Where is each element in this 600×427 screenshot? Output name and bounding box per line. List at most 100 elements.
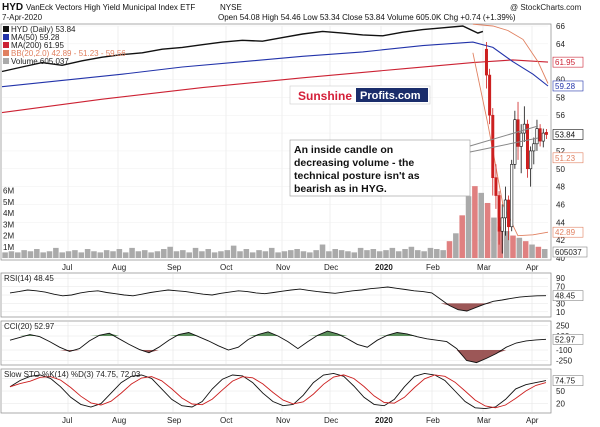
volume-bar: [53, 247, 59, 258]
price-right-label: 42.89: [555, 228, 576, 237]
volume-bar: [446, 241, 453, 258]
annotation-text: An inside candle on decreasing volume - …: [294, 144, 423, 195]
volume-bar: [421, 251, 427, 258]
rsi-y-tick: 30: [556, 299, 565, 308]
bb-upper-line: [472, 23, 549, 84]
axis-labels: JulJulAugAugSepSepOctOctNovNovDecDec2020…: [3, 22, 588, 425]
volume-bar: [275, 252, 281, 258]
x-tick-label-top: Sep: [167, 263, 182, 272]
volume-bar: [224, 250, 231, 258]
price-y-tick: 48: [556, 183, 565, 192]
legend-ma50: MA(50) 59.28: [11, 33, 60, 42]
volume-bar: [294, 249, 300, 258]
candle-body: [510, 164, 514, 228]
x-tick-label-bottom: Sep: [167, 416, 182, 425]
volume-bar: [516, 237, 523, 258]
volume-bar: [122, 252, 129, 258]
cci-current-label: 52.97: [555, 335, 576, 344]
candle-body: [488, 74, 492, 116]
volume-bar: [338, 250, 345, 258]
volume-bar: [319, 244, 326, 258]
rsi-line: [9, 286, 547, 312]
volume-y-tick: 1M: [3, 243, 14, 252]
volume-bar: [148, 252, 154, 258]
volume-bar: [510, 235, 516, 258]
cci-line: [9, 330, 547, 364]
volume-bar: [180, 250, 186, 258]
sto-y-tick: 50: [556, 387, 565, 396]
volume-bar: [370, 249, 377, 258]
volume-bar: [91, 251, 97, 258]
volume-bar: [307, 252, 313, 258]
volume-bar: [268, 247, 275, 258]
x-tick-label-bottom: Jul: [62, 416, 72, 425]
volume-right-label: 605037: [555, 248, 582, 257]
sto-title: Slow STO %K(14) %D(3) 74.75, 72.03: [4, 370, 141, 379]
volume-bar: [230, 245, 237, 258]
legend-swatch-bb: [3, 50, 9, 56]
x-tick-label-bottom: Oct: [220, 416, 233, 425]
price-y-tick: 52: [556, 147, 565, 156]
volume-bar: [503, 231, 510, 258]
volume-bar: [345, 251, 351, 258]
volume-y-tick: 6M: [3, 187, 14, 196]
rsi-title: RSI(14) 48.45: [4, 274, 54, 283]
candle-body: [503, 199, 507, 219]
x-tick-label-top: Apr: [526, 263, 539, 272]
sto-y-tick: 20: [556, 400, 565, 409]
volume-bar: [199, 251, 205, 258]
volume-bar: [332, 249, 338, 258]
candle-body: [538, 128, 542, 142]
x-tick-label-top: Feb: [426, 263, 440, 272]
volume-bar: [383, 250, 389, 258]
candle-body: [484, 48, 488, 76]
cci-title: CCI(20) 52.97: [4, 322, 55, 331]
price-right-label: 51.23: [555, 154, 576, 163]
volume-bar: [262, 251, 269, 258]
price-y-tick: 50: [556, 165, 565, 174]
volume-bar: [135, 251, 142, 258]
logo-part2: Profits.com: [360, 90, 421, 102]
annotation-arrow: [469, 125, 539, 147]
candle-body: [513, 119, 517, 165]
volume-bar: [287, 250, 294, 258]
volume-bar: [116, 249, 123, 258]
logo-box: [356, 88, 428, 102]
volume-bar: [84, 249, 91, 258]
volume-bar: [46, 251, 53, 258]
legend-bb: BB(20,2.0) 42.89 - 51.23 - 59.56: [11, 49, 126, 58]
price-y-tick: 42: [556, 236, 565, 245]
volume-bar: [78, 252, 85, 258]
sunshine-profits-logo: Sunshine Profits.com: [289, 85, 431, 105]
x-tick-label-bottom: Aug: [112, 416, 126, 425]
candle-body: [522, 123, 526, 134]
x-tick-label-bottom: 2020: [375, 416, 393, 425]
volume-bar: [522, 241, 529, 258]
candle-body: [544, 132, 548, 135]
rsi-current-box: [552, 290, 584, 301]
chart-date: 7-Apr-2020: [2, 13, 43, 22]
indicator-lines: [9, 286, 547, 410]
volume-bar: [154, 251, 161, 258]
x-tick-label-top: Mar: [477, 263, 491, 272]
ticker-symbol: HYD: [2, 2, 23, 13]
price-y-tick: 66: [556, 22, 565, 31]
volume-bar: [491, 217, 497, 258]
volume-bar: [97, 252, 104, 258]
volume-bar: [541, 249, 548, 258]
volume-bar: [249, 252, 256, 258]
ma200-line: [1, 59, 549, 114]
volume-bar: [472, 186, 478, 258]
volume-bar: [205, 249, 212, 258]
annotation-callout: An inside candle on decreasing volume - …: [289, 125, 539, 197]
volume-bar: [21, 250, 27, 258]
volume-bar: [211, 252, 218, 258]
volume-bar: [281, 251, 288, 258]
candle-body: [507, 199, 511, 228]
volume-bar: [389, 247, 396, 258]
price-y-tick: 40: [556, 254, 565, 263]
candle-body: [516, 119, 520, 147]
volume-bar: [364, 250, 370, 258]
sto-current-box: [552, 375, 584, 386]
volume-bar: [459, 215, 465, 258]
